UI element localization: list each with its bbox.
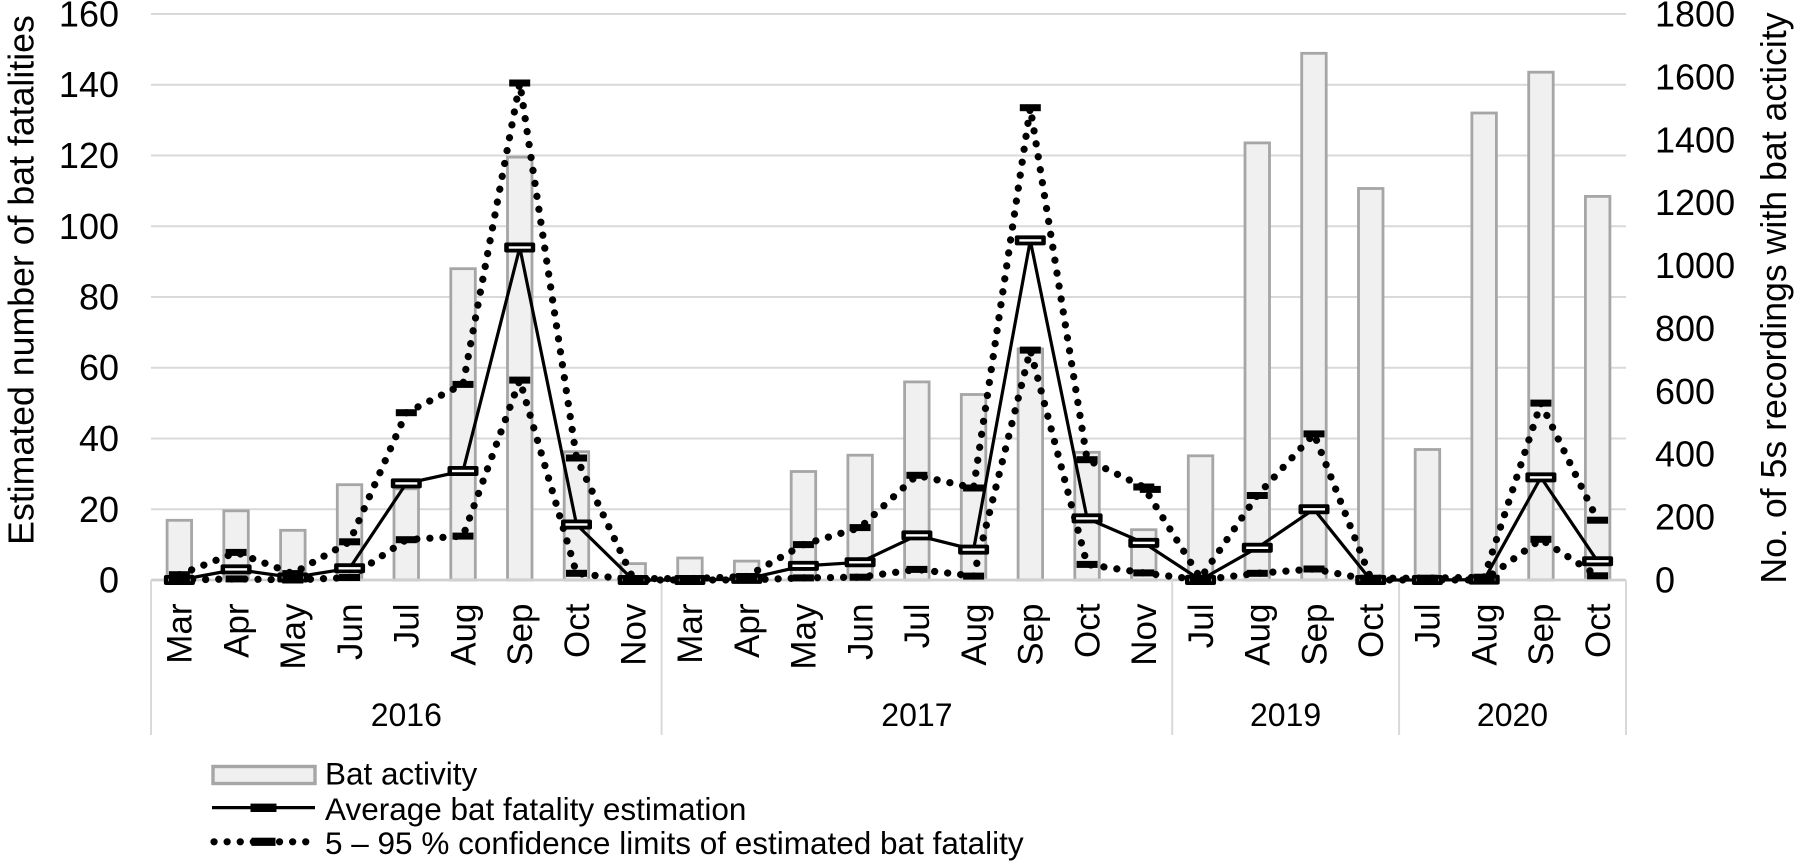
svg-text:1400: 1400 [1655,119,1735,160]
svg-text:Apr: Apr [217,603,256,658]
svg-text:Bat activity: Bat activity [325,756,478,792]
svg-text:400: 400 [1655,434,1715,475]
svg-text:1800: 1800 [1655,0,1735,35]
svg-text:Oct: Oct [1068,603,1107,658]
svg-text:Jul: Jul [1409,604,1448,649]
svg-text:Mar: Mar [161,603,200,664]
svg-text:Estimated number of bat fatali: Estimated number of bat fatalities [2,15,42,545]
svg-text:Jul: Jul [898,604,937,649]
svg-text:Sep: Sep [1012,604,1051,666]
svg-text:120: 120 [59,135,119,176]
svg-text:40: 40 [79,418,119,459]
svg-text:Apr: Apr [728,603,767,658]
svg-text:No. of 5s recordings with bat: No. of 5s recordings with bat acticity [1754,12,1794,583]
svg-text:0: 0 [99,560,119,601]
svg-text:Average bat fatality estimatio: Average bat fatality estimation [325,791,746,827]
svg-text:May: May [274,603,313,670]
svg-text:1200: 1200 [1655,182,1735,223]
svg-text:60: 60 [79,347,119,388]
svg-text:20: 20 [79,489,119,530]
svg-text:Aug: Aug [444,604,483,666]
svg-text:5 – 95 % confidence limits of: 5 – 95 % confidence limits of estimated … [325,825,1024,861]
svg-text:Jul: Jul [388,604,427,649]
svg-text:Aug: Aug [1466,604,1505,666]
svg-text:Sep: Sep [1522,604,1561,666]
svg-text:Jun: Jun [331,604,370,660]
svg-text:160: 160 [59,0,119,35]
svg-text:Oct: Oct [1579,603,1618,658]
svg-text:Sep: Sep [501,604,540,666]
svg-text:200: 200 [1655,497,1715,538]
svg-text:1600: 1600 [1655,56,1735,97]
svg-text:800: 800 [1655,308,1715,349]
svg-text:140: 140 [59,64,119,105]
svg-text:2020: 2020 [1477,697,1548,733]
svg-text:2019: 2019 [1250,697,1321,733]
svg-text:Aug: Aug [955,604,994,666]
svg-text:May: May [785,603,824,670]
svg-text:Mar: Mar [671,603,710,664]
svg-text:Aug: Aug [1239,604,1278,666]
svg-text:Sep: Sep [1295,604,1334,666]
svg-text:1000: 1000 [1655,245,1735,286]
svg-text:0: 0 [1655,560,1675,601]
svg-text:Jul: Jul [1182,604,1221,649]
svg-text:Oct: Oct [558,603,597,658]
svg-text:Oct: Oct [1352,603,1391,658]
svg-text:2017: 2017 [881,697,952,733]
svg-text:Nov: Nov [615,603,654,666]
svg-text:600: 600 [1655,371,1715,412]
svg-text:100: 100 [59,206,119,247]
svg-text:Nov: Nov [1125,603,1164,666]
svg-text:Jun: Jun [841,604,880,660]
svg-text:2016: 2016 [371,697,442,733]
svg-text:80: 80 [79,277,119,318]
